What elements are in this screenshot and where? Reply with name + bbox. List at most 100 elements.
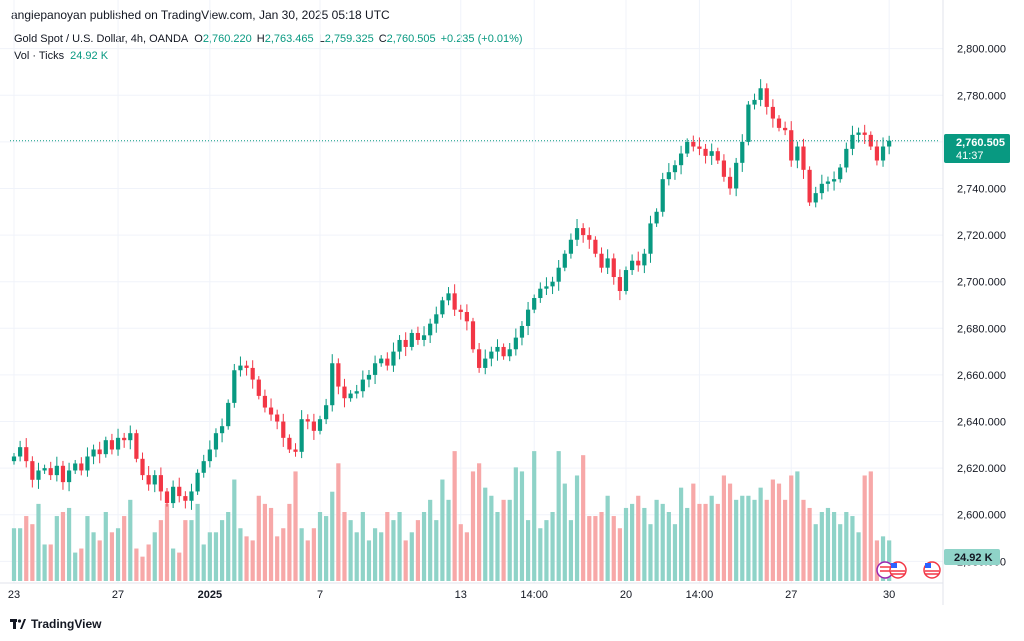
candle — [868, 131, 873, 151]
candle — [256, 376, 261, 400]
candle — [134, 429, 139, 463]
candle-body — [379, 358, 384, 364]
volume-bar — [36, 503, 41, 581]
volume-bar — [489, 495, 494, 581]
volume-tag-value: 24.92 K — [954, 552, 993, 564]
time-tick-label: 30 — [883, 589, 895, 601]
candle — [189, 483, 194, 510]
candle — [18, 440, 23, 462]
volume-bar — [501, 499, 506, 581]
volume-bar — [464, 532, 469, 581]
us-flag-icon[interactable] — [923, 561, 941, 579]
candle — [642, 248, 647, 274]
candle — [201, 454, 206, 478]
candle — [434, 306, 439, 333]
candle-body — [844, 148, 849, 168]
candle-body — [477, 349, 482, 368]
volume-bar — [758, 487, 763, 581]
candle — [140, 452, 145, 481]
volume-bar — [244, 536, 249, 581]
candle — [262, 389, 268, 413]
current-price-tag[interactable]: 2,760.505 41:37 — [944, 134, 1010, 163]
candle-body — [764, 88, 769, 107]
candle — [268, 398, 274, 421]
candle — [317, 415, 323, 435]
candle-body — [324, 405, 329, 420]
volume-bar — [709, 495, 714, 581]
volume-bar — [128, 499, 133, 581]
us-flag-icon[interactable] — [889, 561, 907, 579]
volume-bar — [630, 503, 635, 581]
close-value: 2,760.505 — [386, 33, 436, 45]
candle — [164, 487, 170, 507]
candle-body — [734, 162, 739, 189]
candle-body — [201, 461, 206, 473]
volume-bar — [158, 520, 163, 581]
candle — [342, 378, 347, 408]
volume-bar — [275, 536, 280, 581]
candle-body — [513, 337, 518, 350]
candle-body — [30, 461, 35, 480]
candle-body — [244, 365, 249, 368]
candlesticks — [11, 79, 892, 510]
time-tick-label: 13 — [455, 589, 467, 601]
symbol-name[interactable]: Gold Spot / U.S. Dollar, 4h, OANDA — [14, 33, 189, 45]
volume-indicator-label[interactable]: Vol · Ticks — [14, 50, 65, 62]
volume-bar — [507, 499, 512, 581]
candle-body — [305, 419, 310, 422]
volume-bar — [103, 512, 108, 581]
candle — [532, 294, 537, 314]
candle-body — [862, 132, 867, 135]
candle-body — [470, 321, 476, 350]
volume-bar — [219, 520, 225, 581]
candle — [605, 249, 610, 275]
volume-bar — [734, 499, 739, 581]
candle-body — [611, 258, 616, 278]
candle — [831, 171, 837, 191]
candle — [385, 352, 390, 371]
candle-body — [73, 463, 78, 471]
candle — [807, 166, 812, 206]
volume-bar — [752, 499, 757, 581]
low-label: L — [318, 33, 325, 45]
candle — [574, 219, 580, 247]
candle — [819, 174, 824, 200]
candle — [703, 143, 708, 164]
volume-bar — [434, 520, 439, 581]
candle-body — [532, 298, 537, 310]
volume-bar — [213, 532, 219, 581]
candle — [789, 121, 794, 167]
candle-body — [42, 468, 47, 471]
candle — [764, 83, 769, 115]
candle — [177, 477, 182, 503]
candle-body — [691, 141, 696, 147]
candle — [11, 452, 17, 465]
candle — [293, 443, 298, 457]
volume-bar — [60, 512, 66, 581]
time-tick-label: 2025 — [198, 589, 222, 601]
volume-bar — [887, 540, 892, 581]
candle — [397, 335, 402, 360]
candle-body — [813, 193, 818, 203]
candle-body — [397, 339, 402, 352]
candle-body — [97, 449, 102, 455]
volume-bar — [226, 512, 231, 581]
volume-bar — [397, 512, 402, 581]
candle-body — [232, 370, 237, 403]
candle-body — [562, 253, 567, 268]
candle-body — [856, 132, 861, 135]
candle-body — [507, 349, 512, 357]
candle-body — [91, 449, 96, 457]
candle-body — [219, 426, 225, 434]
volume-bar — [238, 528, 243, 581]
volume-bar — [330, 491, 335, 581]
candle — [415, 326, 421, 345]
candle — [672, 160, 678, 180]
volume-bar — [825, 507, 831, 581]
volume-bar — [366, 540, 372, 581]
volume-bar — [654, 499, 659, 581]
candle-body — [550, 281, 555, 287]
candle — [691, 135, 696, 152]
volume-bar — [581, 455, 586, 581]
